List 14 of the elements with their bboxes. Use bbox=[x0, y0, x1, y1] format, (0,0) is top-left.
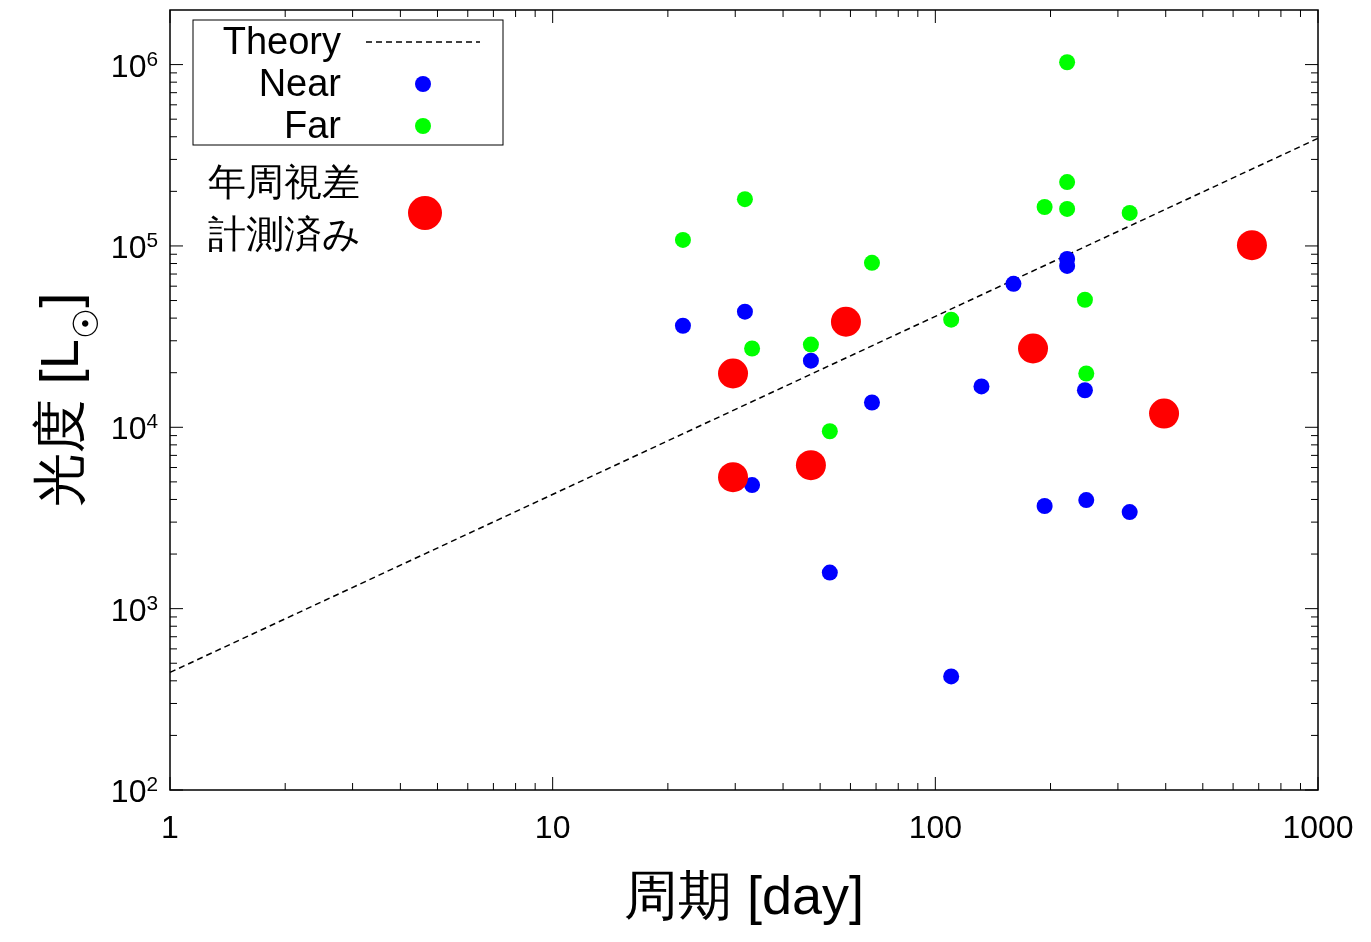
legend-label: 年周視差計測済み bbox=[208, 161, 361, 255]
legend-label: Far bbox=[284, 104, 342, 146]
x-tick-label: 1 bbox=[161, 809, 179, 845]
legend-label: Near bbox=[258, 62, 342, 104]
y-tick-label: 10$^{5}$ bbox=[110, 227, 158, 265]
x-tick-label: 1000 bbox=[1282, 809, 1354, 845]
x-tick-label: 100 bbox=[908, 809, 963, 845]
x-axis-title: 周期 [day] bbox=[623, 865, 865, 925]
y-tick-label: 10$^{6}$ bbox=[110, 46, 158, 84]
legend-label: Theory bbox=[222, 20, 341, 62]
x-tick-label: 10 bbox=[534, 809, 571, 845]
y-tick-label: 10$^{2}$ bbox=[110, 771, 158, 809]
y-tick-label: 10$^{3}$ bbox=[110, 590, 158, 628]
y-tick-label: 10$^{4}$ bbox=[110, 408, 158, 447]
